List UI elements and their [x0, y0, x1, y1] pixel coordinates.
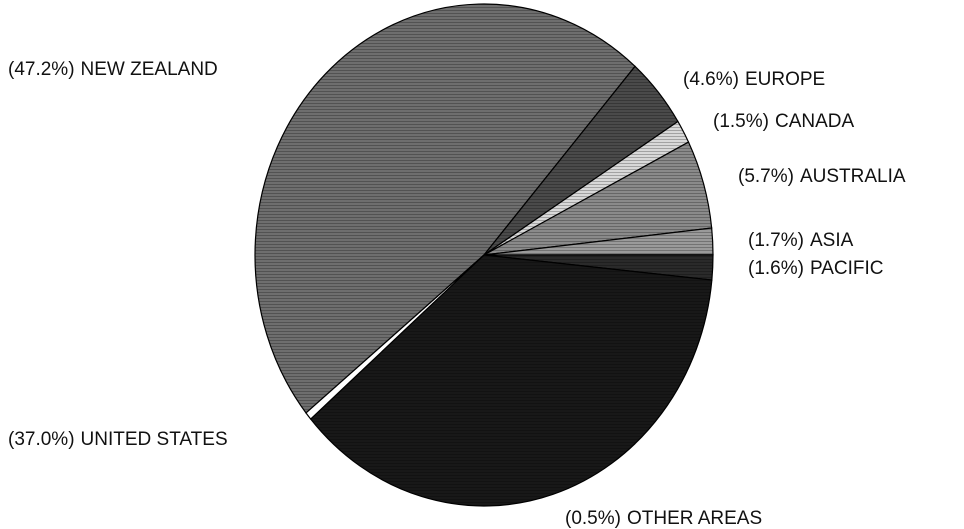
category-label: ASIA [810, 230, 854, 251]
value-label: (5.7%) [738, 166, 794, 187]
slice-texture [310, 255, 712, 507]
pie-slice [305, 254, 485, 420]
value-label: (37.0%) [8, 429, 75, 450]
value-label: (1.7%) [748, 230, 804, 251]
category-label: PACIFIC [810, 258, 884, 279]
value-label: (0.5%) [565, 508, 621, 529]
slice-label: (1.5%) CANADA [713, 111, 854, 132]
slice-label: (5.7%) AUSTRALIA [738, 166, 906, 187]
value-label: (1.5%) [713, 111, 769, 132]
value-label: (1.6%) [748, 258, 804, 279]
slice-label: (1.7%) ASIA [748, 230, 854, 251]
labels: (47.2%) NEW ZEALAND (4.6%) EUROPE (1.5%) CANA… [8, 59, 906, 529]
slice-texture [484, 121, 689, 255]
slice-texture [484, 228, 713, 255]
slice-label: (1.6%) PACIFIC [748, 258, 884, 279]
category-label: UNITED STATES [81, 429, 228, 450]
category-label: NEW ZEALAND [81, 59, 218, 80]
slice-label: (0.5%) OTHER AREAS [565, 508, 762, 529]
slice-label: (37.0%) UNITED STATES [8, 429, 228, 450]
slice-texture [255, 4, 636, 413]
slice-label: (4.6%) EUROPE [683, 69, 825, 90]
category-label: OTHER AREAS [627, 508, 762, 529]
category-label: CANADA [775, 111, 855, 132]
value-label: (4.6%) [683, 69, 739, 90]
category-label: EUROPE [745, 69, 825, 90]
pie [254, 3, 714, 507]
slice-label: (47.2%) NEW ZEALAND [8, 59, 218, 80]
category-label: AUSTRALIA [800, 166, 906, 187]
value-label: (47.2%) [8, 59, 75, 80]
slice-texture [484, 66, 678, 255]
slice-texture [484, 142, 712, 255]
